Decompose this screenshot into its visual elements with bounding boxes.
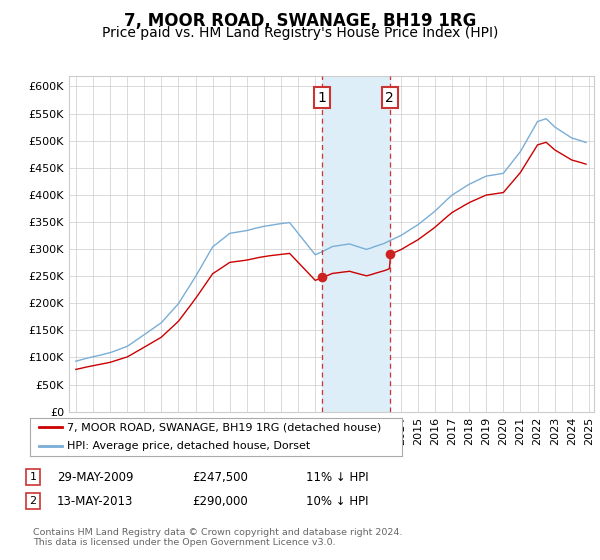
Text: 1: 1: [317, 91, 326, 105]
Text: 7, MOOR ROAD, SWANAGE, BH19 1RG (detached house): 7, MOOR ROAD, SWANAGE, BH19 1RG (detache…: [67, 422, 382, 432]
Text: 11% ↓ HPI: 11% ↓ HPI: [306, 470, 368, 484]
Text: 29-MAY-2009: 29-MAY-2009: [57, 470, 133, 484]
Text: 1: 1: [29, 472, 37, 482]
Text: HPI: Average price, detached house, Dorset: HPI: Average price, detached house, Dors…: [67, 441, 310, 451]
Text: £247,500: £247,500: [192, 470, 248, 484]
Text: Price paid vs. HM Land Registry's House Price Index (HPI): Price paid vs. HM Land Registry's House …: [102, 26, 498, 40]
Text: 2: 2: [29, 496, 37, 506]
Text: £290,000: £290,000: [192, 494, 248, 508]
Text: Contains HM Land Registry data © Crown copyright and database right 2024.
This d: Contains HM Land Registry data © Crown c…: [33, 528, 403, 547]
Text: 10% ↓ HPI: 10% ↓ HPI: [306, 494, 368, 508]
Text: 13-MAY-2013: 13-MAY-2013: [57, 494, 133, 508]
Bar: [322, 76, 390, 412]
Text: 7, MOOR ROAD, SWANAGE, BH19 1RG: 7, MOOR ROAD, SWANAGE, BH19 1RG: [124, 12, 476, 30]
Text: 2: 2: [385, 91, 394, 105]
